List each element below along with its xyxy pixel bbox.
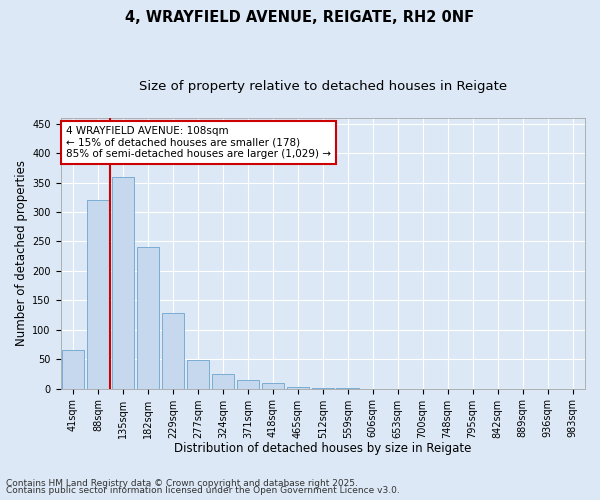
Bar: [236, 380, 259, 388]
Text: 4 WRAYFIELD AVENUE: 108sqm
← 15% of detached houses are smaller (178)
85% of sem: 4 WRAYFIELD AVENUE: 108sqm ← 15% of deta…: [66, 126, 331, 159]
Text: Contains public sector information licensed under the Open Government Licence v3: Contains public sector information licen…: [6, 486, 400, 495]
Bar: [62, 350, 84, 389]
Y-axis label: Number of detached properties: Number of detached properties: [15, 160, 28, 346]
Title: Size of property relative to detached houses in Reigate: Size of property relative to detached ho…: [139, 80, 507, 93]
Bar: [187, 360, 209, 388]
Text: 4, WRAYFIELD AVENUE, REIGATE, RH2 0NF: 4, WRAYFIELD AVENUE, REIGATE, RH2 0NF: [125, 10, 475, 25]
Bar: [161, 313, 184, 388]
Bar: [137, 248, 159, 388]
Text: Contains HM Land Registry data © Crown copyright and database right 2025.: Contains HM Land Registry data © Crown c…: [6, 478, 358, 488]
Bar: [87, 200, 109, 388]
Bar: [262, 382, 284, 388]
Bar: [287, 387, 309, 388]
Bar: [112, 176, 134, 388]
X-axis label: Distribution of detached houses by size in Reigate: Distribution of detached houses by size …: [174, 442, 472, 455]
Bar: [212, 374, 234, 388]
